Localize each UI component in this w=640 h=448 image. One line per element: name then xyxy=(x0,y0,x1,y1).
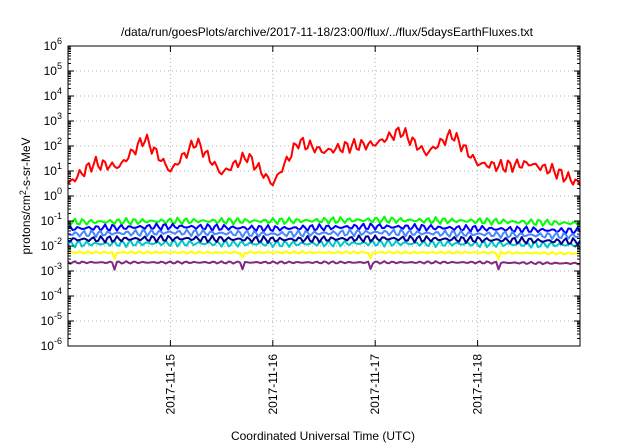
series-line-7 xyxy=(67,260,581,271)
x-tick-label-0: 2017-11-15 xyxy=(163,354,177,415)
y-tick-label-10: 104 xyxy=(44,86,62,103)
grid-lines xyxy=(68,45,580,347)
y-tick-label-5: 10-1 xyxy=(41,211,62,228)
series-line-6 xyxy=(67,250,581,261)
series-line-4 xyxy=(67,238,581,249)
x-axis-ticks: 2017-11-15 2017-11-16 2017-11-17 2017-11-18 xyxy=(163,46,485,415)
y-tick-label-2: 10-4 xyxy=(41,286,62,303)
y-tick-label-0: 10-6 xyxy=(41,336,62,353)
y-tick-label-11: 105 xyxy=(44,61,62,78)
y-tick-label-9: 103 xyxy=(44,111,62,128)
y-tick-label-1: 10-5 xyxy=(41,311,62,328)
series-line-3 xyxy=(67,228,581,240)
y-tick-label-7: 101 xyxy=(44,161,62,178)
series-line-2 xyxy=(67,222,581,235)
y-axis-ticks: 10-6 10-5 10-4 10-3 10-2 10-1 100 101 102 103 104 1… xyxy=(41,36,580,353)
x-tick-label-1: 2017-11-16 xyxy=(266,354,280,415)
x-tick-label-2: 2017-11-17 xyxy=(368,354,382,415)
series-group xyxy=(67,126,581,271)
y-tick-label-6: 100 xyxy=(44,186,62,203)
y-tick-label-3: 10-3 xyxy=(41,261,62,278)
chart-title: /data/run/goesPlots/archive/2017-11-18/2… xyxy=(121,25,534,39)
x-tick-label-3: 2017-11-18 xyxy=(471,354,485,415)
series-line-5 xyxy=(67,234,581,246)
y-tick-label-12: 106 xyxy=(44,36,62,53)
y-axis-label: protons/cm2-s-sr-MeV xyxy=(18,137,33,254)
x-axis-label: Coordinated Universal Time (UTC) xyxy=(231,429,415,443)
y-tick-label-4: 10-2 xyxy=(41,236,62,253)
y-tick-label-8: 102 xyxy=(44,136,62,153)
series-line-1 xyxy=(67,215,581,227)
series-line-0 xyxy=(67,126,581,187)
